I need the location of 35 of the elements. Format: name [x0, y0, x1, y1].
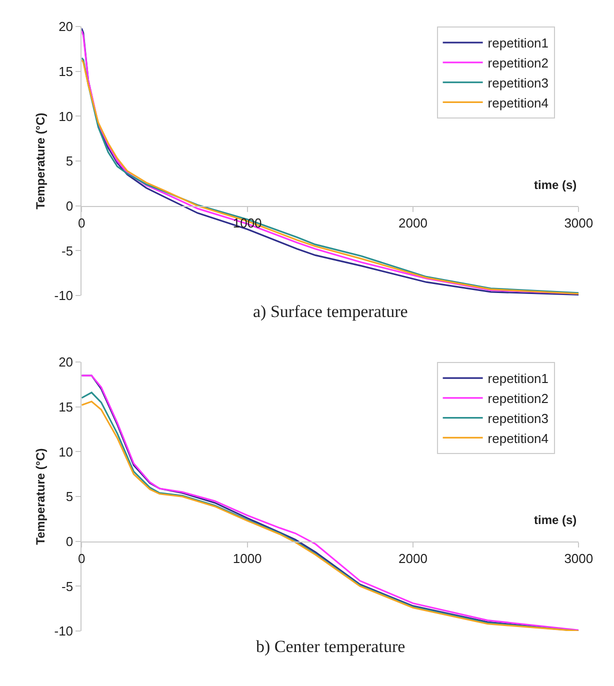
text: a) Surface temperature: [253, 302, 408, 321]
y-axis-title: Temperature (°C): [34, 448, 48, 545]
y-tick-label: 20: [58, 19, 74, 34]
legend-label: repetition1: [488, 36, 549, 51]
y-tick-label: 5: [66, 154, 74, 169]
y-tick-label: 5: [66, 489, 74, 504]
x-tick-label: 0: [78, 550, 86, 566]
y-tick-label: 10: [58, 444, 74, 460]
y-tick-label: 15: [58, 64, 74, 79]
x-tick-label: 3000: [564, 215, 594, 230]
y-tick-label: -5: [61, 243, 74, 258]
legend-label: repetition4: [488, 95, 549, 110]
x-axis-title: time (s): [534, 178, 577, 192]
y-tick-label: -5: [61, 578, 74, 594]
legend-label: repetition3: [488, 410, 549, 426]
x-tick-label: 2000: [398, 550, 428, 566]
text: b) Center temperature: [256, 637, 406, 656]
x-tick-label: 3000: [564, 550, 594, 566]
x-tick-label: 1000: [232, 550, 262, 566]
legend-label: repetition3: [488, 75, 549, 90]
x-axis-title: time (s): [534, 513, 577, 527]
legend-label: repetition2: [488, 390, 549, 406]
y-tick-label: 15: [58, 399, 74, 414]
y-axis-title: Temperature (°C): [34, 112, 48, 210]
x-tick-label: 0: [78, 215, 86, 230]
y-tick-label: -10: [54, 288, 74, 304]
legend-label: repetition2: [488, 55, 549, 70]
y-tick-label: 0: [66, 534, 74, 549]
y-tick-label: 0: [66, 198, 74, 214]
legend-label: repetition4: [488, 430, 549, 446]
y-tick-label: 20: [58, 354, 74, 370]
y-tick-label: 10: [58, 108, 74, 124]
legend-label: repetition1: [488, 371, 549, 386]
y-tick-label: -10: [54, 624, 74, 639]
x-tick-label: 2000: [398, 215, 428, 230]
